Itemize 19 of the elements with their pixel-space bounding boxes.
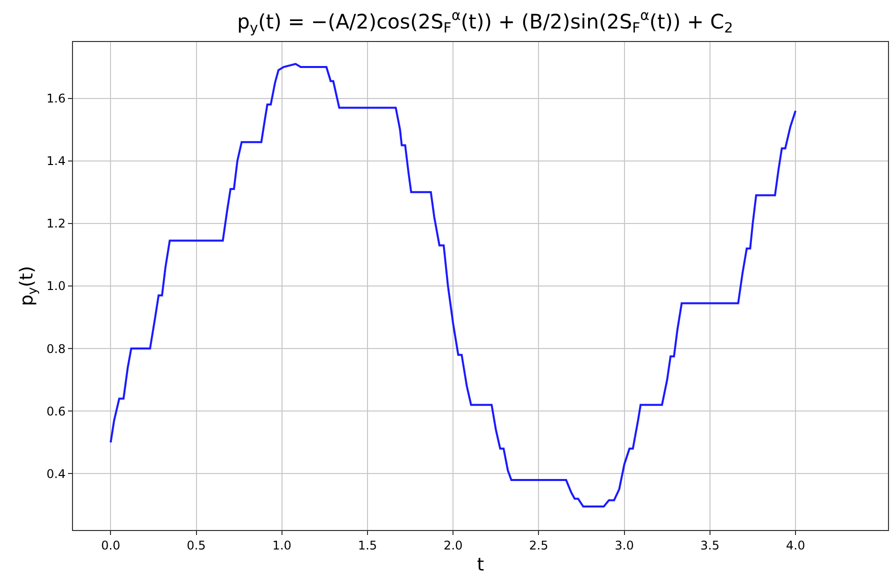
y-tick-label: 0.4 (46, 466, 66, 481)
y-tick-label: 1.0 (46, 279, 66, 294)
x-tick-label: 4.0 (786, 538, 806, 552)
x-tick-label: 0.5 (186, 538, 206, 552)
y-tick-label: 0.8 (46, 342, 66, 356)
y-tick-label: 1.6 (46, 92, 66, 106)
x-tick-label: 1.0 (272, 538, 292, 552)
x-tick-label: 2.5 (529, 538, 548, 552)
x-tick-label: 1.5 (358, 538, 378, 552)
y-tick-label: 1.4 (46, 154, 66, 168)
y-tick-label: 0.6 (46, 404, 66, 418)
x-axis-title: t (476, 554, 484, 576)
chart-title: p$_{y}$(t) = −(A/2)cos(2S$_{F}$$^{α}$(t)) + (B/2)sin(2S$_{F}$$^{α}$(t)) + C$_{2}$ (237, 8, 734, 37)
x-tick-label: 3.5 (700, 538, 720, 552)
line-series (110, 62, 797, 508)
y-tick-label: 1.2 (46, 216, 66, 231)
x-tick-label: 0.0 (101, 538, 120, 552)
x-tick-label: 2.0 (444, 538, 463, 552)
x-tick-label: 3.0 (614, 538, 634, 552)
